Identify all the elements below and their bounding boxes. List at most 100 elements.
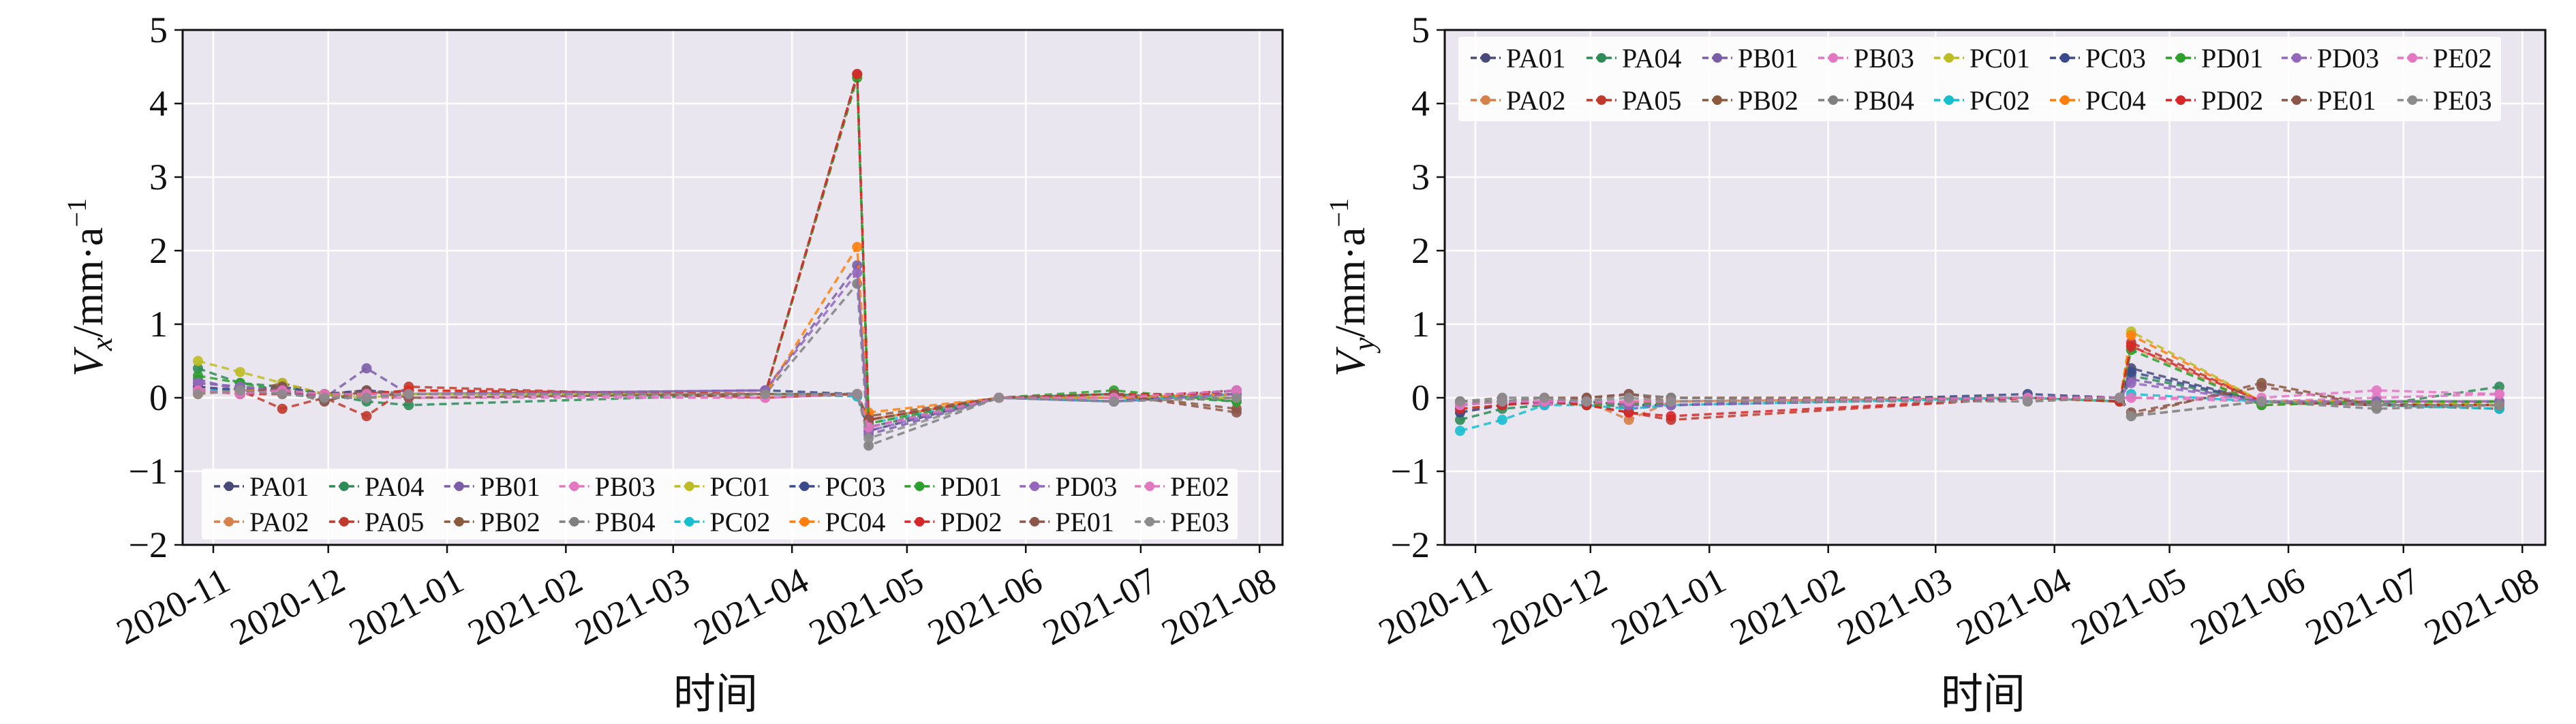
y-tick-label: −2 xyxy=(1391,524,1430,565)
legend-item-PD02: PD02 xyxy=(904,507,1002,537)
x-tick-label: 2021-02 xyxy=(1723,560,1851,653)
x-tick-label: 2020-12 xyxy=(224,560,351,653)
legend-label: PC04 xyxy=(2085,85,2146,116)
data-point-PD02 xyxy=(1666,411,1676,422)
legend-swatch-marker xyxy=(569,517,579,526)
data-point-PD01 xyxy=(192,371,203,381)
legend-label: PB02 xyxy=(1738,85,1798,116)
data-point-PA05 xyxy=(361,411,372,422)
x-tick-label: 2021-06 xyxy=(921,560,1049,653)
legend-label: PE02 xyxy=(1170,471,1229,502)
chart-panel-right: −2−10123452020-112020-122021-012021-0220… xyxy=(1323,10,2547,718)
data-point-PE03 xyxy=(2371,400,2382,411)
legend-item-PE01: PE01 xyxy=(1019,507,1114,537)
x-tick-label: 2020-11 xyxy=(110,560,236,653)
legend-label: PE03 xyxy=(2433,85,2492,116)
legend-swatch-marker xyxy=(684,517,694,526)
legend-item-PC03: PC03 xyxy=(789,471,885,502)
legend-swatch-marker xyxy=(339,517,349,526)
y-axis-title: Vy/mm·a−1 xyxy=(1323,198,1381,377)
data-point-PE03 xyxy=(2126,411,2136,422)
data-point-PD02 xyxy=(1623,407,1634,418)
legend-swatch-marker xyxy=(224,482,234,491)
legend-item-PB02: PB02 xyxy=(444,507,540,537)
data-point-PA05 xyxy=(277,403,288,414)
legend-item-PB03: PB03 xyxy=(1818,43,1914,74)
x-tick-label: 2021-02 xyxy=(461,560,589,653)
legend-label: PD01 xyxy=(2201,43,2263,74)
legend-swatch-marker xyxy=(569,482,579,491)
legend-item-PD03: PD03 xyxy=(1019,471,1117,502)
x-tick-label: 2021-04 xyxy=(688,560,815,653)
legend-label: PA02 xyxy=(249,507,309,537)
series-line-PE03 xyxy=(198,389,1237,440)
legend-swatch-marker xyxy=(2060,95,2070,105)
legend-label: PD03 xyxy=(2317,43,2379,74)
legend-item-PE02: PE02 xyxy=(2397,43,2492,74)
data-point-PE03 xyxy=(1497,396,1507,407)
x-tick-label: 2021-07 xyxy=(1037,560,1164,653)
legend-item-PA05: PA05 xyxy=(328,507,424,537)
legend-label: PD03 xyxy=(1055,471,1117,502)
legend-swatch-marker xyxy=(2292,53,2301,63)
legend-swatch-marker xyxy=(1713,95,1722,105)
legend-label: PE01 xyxy=(2317,85,2376,116)
data-point-PE03 xyxy=(192,389,203,400)
data-point-PE03 xyxy=(1539,392,1550,403)
chart-panel-left: −2−10123452020-112020-122021-012021-0220… xyxy=(61,10,1284,718)
legend-swatch-marker xyxy=(1145,482,1155,491)
legend-label: PA05 xyxy=(1622,85,1681,116)
data-point-PB01 xyxy=(361,363,372,374)
y-tick-label: 1 xyxy=(149,304,168,345)
y-tick-label: 3 xyxy=(1411,157,1430,198)
legend-label: PB01 xyxy=(480,471,540,502)
legend-label: PA05 xyxy=(365,507,424,537)
legend-swatch-marker xyxy=(2408,95,2417,105)
legend-label: PC03 xyxy=(2085,43,2146,74)
legend-item-PA04: PA04 xyxy=(328,471,424,502)
legend-label: PD01 xyxy=(940,471,1002,502)
legend-label: PB04 xyxy=(1854,85,1914,116)
x-tick-label: 2021-01 xyxy=(1605,560,1732,653)
legend-label: PC02 xyxy=(1969,85,2030,116)
legend-swatch-marker xyxy=(1145,517,1155,526)
data-point-PE03 xyxy=(277,389,288,400)
series-group xyxy=(1455,326,2504,437)
series-line-PE03 xyxy=(1460,396,2500,418)
series-line-PA04 xyxy=(1460,374,2500,422)
data-point-PC04 xyxy=(852,242,863,253)
legend-swatch-marker xyxy=(1828,95,1838,105)
x-tick-label: 2021-06 xyxy=(2184,560,2312,653)
legend-label: PC01 xyxy=(1969,43,2030,74)
legend-swatch-marker xyxy=(2292,95,2301,105)
legend-swatch-marker xyxy=(339,482,349,491)
x-tick-label: 2021-03 xyxy=(1831,560,1959,653)
data-point-PE03 xyxy=(863,432,874,443)
legend-label: PB03 xyxy=(595,471,656,502)
y-axis-title-var: V xyxy=(65,347,112,377)
y-axis-title-sup: −1 xyxy=(1323,198,1354,227)
legend-swatch-marker xyxy=(454,482,464,491)
legend-item-PC04: PC04 xyxy=(2050,85,2146,116)
legend-label: PA01 xyxy=(249,471,309,502)
y-axis-title: Vx/mm·a−1 xyxy=(61,198,119,377)
data-point-PD02 xyxy=(852,69,863,80)
legend-item-PB04: PB04 xyxy=(559,507,656,537)
x-tick-label: 2021-08 xyxy=(2418,560,2545,653)
series-line-PE02 xyxy=(1460,389,2500,407)
legend-label: PC03 xyxy=(825,471,885,502)
data-point-PE01 xyxy=(1231,407,1242,418)
legend-swatch-marker xyxy=(684,482,694,491)
y-tick-label: 5 xyxy=(149,10,168,50)
x-tick-label: 2021-05 xyxy=(802,560,930,653)
data-point-PE02 xyxy=(2126,392,2136,403)
legend-item-PB01: PB01 xyxy=(444,471,540,502)
legend-label: PA04 xyxy=(365,471,424,502)
legend-item-PB02: PB02 xyxy=(1702,85,1798,116)
y-tick-label: 4 xyxy=(1411,83,1430,124)
data-point-PD02 xyxy=(2126,341,2136,351)
legend-label: PC01 xyxy=(710,471,771,502)
y-tick-label: −1 xyxy=(1391,451,1430,492)
y-tick-label: 3 xyxy=(149,157,168,198)
legend: PA01 PA04 PB01 PB03 PC01 PC03 PD01 PD03 PE02 PA02… xyxy=(202,469,1238,539)
